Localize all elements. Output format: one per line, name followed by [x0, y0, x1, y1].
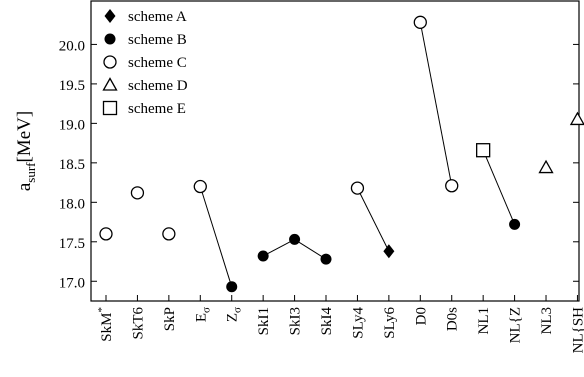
- x-tick-label: NL{SH: [570, 307, 584, 354]
- data-point: [320, 253, 332, 265]
- x-tick-label: SkT6: [130, 307, 146, 340]
- data-point: [509, 218, 521, 230]
- legend: scheme A scheme B scheme C scheme D scheme E: [102, 9, 188, 117]
- y-axis-title-unit: [MeV]: [14, 111, 35, 163]
- x-tick-label: NL{Z: [508, 307, 524, 343]
- connector-line: [294, 238, 327, 260]
- y-tick-label: 17.0: [59, 275, 85, 291]
- x-axis: SkM* SkT6 SkP Eσ Zσ SkI1 SkI3 SkI4 SLy4 SLy6 D0 D0s…: [96, 295, 584, 353]
- y-tick-label: 19.5: [59, 78, 85, 94]
- connector-line: [199, 186, 233, 287]
- data-point: [162, 227, 176, 241]
- y-tick-label: 20.0: [59, 38, 85, 54]
- x-tick-label: SkI1: [256, 307, 272, 335]
- legend-label: scheme C: [128, 55, 187, 71]
- x-tick-label: Eσ: [193, 307, 212, 322]
- legend-marker: [104, 9, 116, 23]
- plot-frame: [90, 0, 580, 302]
- data-point: [193, 179, 207, 194]
- y-axis-title-main: a: [14, 182, 35, 191]
- data-point: [350, 181, 365, 195]
- data-point: [476, 143, 491, 158]
- y-axis: 17.0 17.5 18.0 18.5 19.0 19.5 20.0: [59, 38, 579, 291]
- data-point: [226, 281, 238, 293]
- connector-line: [356, 187, 390, 252]
- connector-lines: [199, 22, 516, 287]
- x-tick-label: SkI3: [288, 307, 304, 335]
- legend-marker: [102, 100, 118, 116]
- connector-line: [419, 22, 453, 186]
- y-tick-label: 19.0: [59, 117, 85, 133]
- legend-label: scheme B: [128, 32, 187, 48]
- x-tick-label: SkM*: [96, 307, 115, 342]
- y-tick-label: 18.0: [59, 196, 85, 212]
- x-tick-label: D0: [413, 307, 429, 325]
- x-tick-label: SLy4: [350, 307, 366, 339]
- x-tick-label: SkI4: [319, 307, 335, 336]
- legend-label: scheme A: [128, 9, 187, 25]
- connector-line: [262, 238, 295, 257]
- data-point: [130, 186, 145, 200]
- data-point: [257, 250, 269, 262]
- legend-marker: [102, 77, 118, 91]
- data-point: [569, 111, 584, 126]
- data-point: [538, 159, 554, 174]
- y-axis-title-sub: surf: [23, 162, 38, 183]
- legend-label: scheme D: [128, 78, 188, 94]
- data-point: [99, 227, 113, 241]
- data-points: [99, 15, 584, 293]
- data-point: [383, 244, 395, 259]
- data-point: [413, 15, 427, 29]
- y-tick-label: 18.5: [59, 157, 85, 173]
- data-point: [289, 233, 301, 245]
- x-tick-label: NL1: [476, 307, 492, 335]
- y-tick-label: 17.5: [59, 236, 85, 252]
- x-tick-label: SLy6: [382, 307, 398, 339]
- x-tick-label: D0s: [445, 307, 461, 331]
- data-point: [445, 179, 459, 193]
- x-tick-label: SkP: [162, 307, 178, 331]
- legend-marker: [103, 55, 117, 69]
- connector-line: [482, 150, 516, 225]
- y-axis-title: asurf[MeV]: [14, 111, 38, 191]
- legend-label: scheme E: [128, 101, 186, 117]
- x-tick-label: Zσ: [225, 307, 244, 322]
- x-tick-label: NL3: [539, 307, 555, 335]
- legend-marker: [104, 33, 116, 45]
